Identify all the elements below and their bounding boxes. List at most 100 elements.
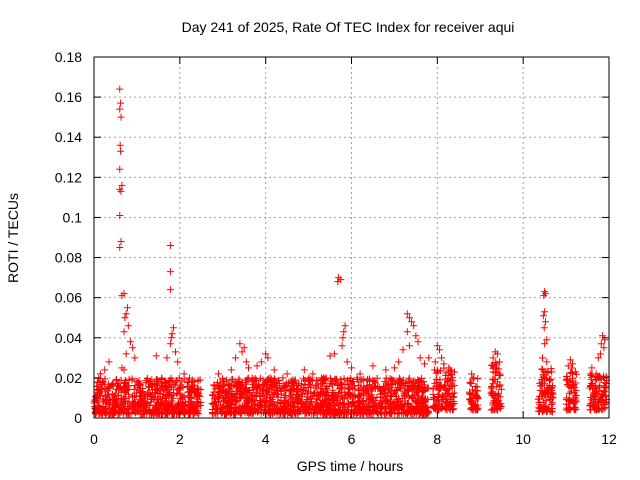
data-point (390, 364, 398, 372)
data-point (290, 409, 298, 417)
data-point (356, 370, 364, 378)
data-point (131, 399, 139, 407)
data-point (570, 406, 578, 414)
data-point (105, 410, 113, 418)
y-tick-label: 0.12 (55, 169, 82, 185)
data-point (423, 407, 431, 415)
data-point (163, 397, 171, 405)
data-point (543, 336, 551, 344)
data-point (96, 370, 104, 378)
data-point (130, 405, 138, 413)
data-point (384, 389, 392, 397)
data-point (186, 386, 194, 394)
data-point (252, 377, 260, 385)
data-point (158, 408, 166, 416)
data-point (291, 399, 299, 407)
x-tick-label: 8 (433, 431, 441, 447)
data-point (384, 381, 392, 389)
data-point (93, 397, 101, 405)
data-point (105, 358, 113, 366)
data-point (333, 381, 341, 389)
data-point (166, 377, 174, 385)
data-point (326, 352, 334, 360)
data-point (497, 385, 505, 393)
data-point (405, 314, 413, 322)
data-point (191, 390, 199, 398)
data-point (408, 392, 416, 400)
data-point (331, 391, 339, 399)
y-tick-label: 0.14 (55, 129, 82, 145)
data-point (436, 367, 444, 375)
data-point (120, 366, 128, 374)
data-point (596, 397, 604, 405)
data-point (386, 409, 394, 417)
data-point (566, 404, 574, 412)
data-point (264, 354, 272, 362)
data-point (487, 361, 495, 369)
data-point (330, 410, 338, 418)
data-point (269, 404, 277, 412)
data-point (490, 375, 498, 383)
data-point (243, 397, 251, 405)
data-point (266, 410, 274, 418)
data-point (430, 394, 438, 402)
data-point (360, 382, 368, 390)
data-point (144, 383, 152, 391)
data-point (488, 391, 496, 399)
data-point (120, 328, 128, 336)
data-point (142, 379, 150, 387)
data-point (402, 409, 410, 417)
data-point (358, 407, 366, 415)
data-point (320, 408, 328, 416)
data-point (395, 358, 403, 366)
data-point (124, 382, 132, 390)
data-point (227, 366, 235, 374)
data-point (135, 386, 143, 394)
data-point (140, 403, 148, 411)
data-point (131, 354, 139, 362)
data-point (547, 384, 555, 392)
data-point (129, 344, 137, 352)
data-point (252, 388, 260, 396)
data-point (433, 342, 441, 350)
data-point (540, 324, 548, 332)
data-point (167, 392, 175, 400)
data-point (336, 389, 344, 397)
data-point (121, 314, 129, 322)
data-point (496, 358, 504, 366)
y-tick-label: 0.18 (55, 49, 82, 65)
data-point (567, 369, 575, 377)
data-point (310, 410, 318, 418)
data-point (128, 376, 136, 384)
data-point (389, 376, 397, 384)
data-point (230, 405, 238, 413)
data-point (597, 340, 605, 348)
data-point (116, 141, 124, 149)
data-point (408, 318, 416, 326)
data-point (220, 395, 228, 403)
data-point (117, 147, 125, 155)
data-point (408, 410, 416, 418)
data-point (291, 376, 299, 384)
data-point (107, 396, 115, 404)
data-point (238, 384, 246, 392)
data-point (547, 365, 555, 373)
data-point (601, 379, 609, 387)
data-point (232, 354, 240, 362)
data-point (333, 396, 341, 404)
data-point (96, 377, 104, 385)
data-point (277, 387, 285, 395)
data-point (403, 328, 411, 336)
data-point (435, 346, 443, 354)
data-point (323, 383, 331, 391)
data-point (334, 395, 342, 403)
data-point (399, 379, 407, 387)
data-point (245, 364, 252, 372)
data-point (411, 406, 419, 414)
data-point (210, 382, 218, 390)
data-point (329, 380, 337, 388)
data-point (546, 377, 554, 385)
data-point (169, 324, 177, 332)
data-point (470, 390, 478, 398)
data-point (97, 392, 105, 400)
